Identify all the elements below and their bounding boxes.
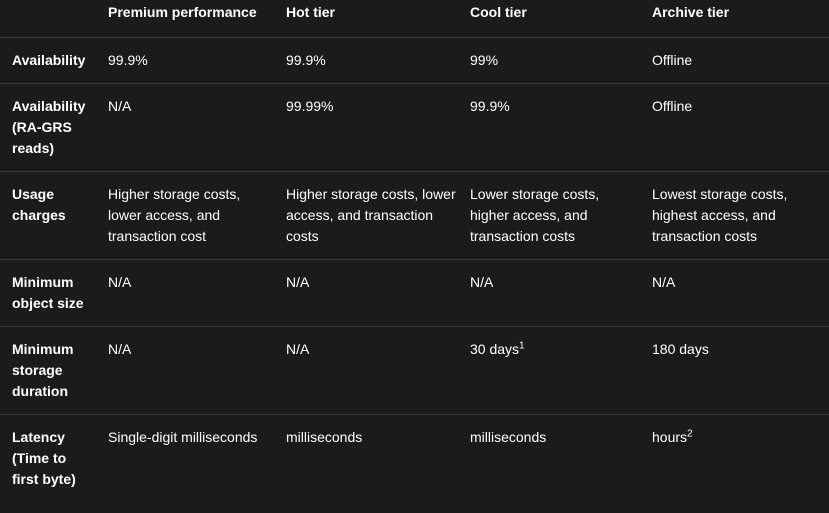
table-row: Minimum storage duration N/A N/A 30 days…	[0, 327, 829, 415]
table-header-row: Premium performance Hot tier Cool tier A…	[0, 0, 829, 38]
header-hot: Hot tier	[280, 0, 464, 38]
cell-mindur-premium: N/A	[102, 327, 280, 415]
table-row: Availability (RA-GRS reads) N/A 99.99% 9…	[0, 84, 829, 172]
cell-ragrs-cool: 99.9%	[464, 84, 646, 172]
cell-ragrs-premium: N/A	[102, 84, 280, 172]
row-label-latency: Latency (Time to first byte)	[0, 415, 102, 503]
cell-usage-cool: Lower storage costs, higher access, and …	[464, 172, 646, 260]
table-row: Minimum object size N/A N/A N/A N/A	[0, 260, 829, 327]
cell-availability-hot: 99.9%	[280, 38, 464, 84]
row-label-min-object: Minimum object size	[0, 260, 102, 327]
cell-minobj-premium: N/A	[102, 260, 280, 327]
table-row: Latency (Time to first byte) Single-digi…	[0, 415, 829, 503]
cell-ragrs-hot: 99.99%	[280, 84, 464, 172]
cell-usage-hot: Higher storage costs, lower access, and …	[280, 172, 464, 260]
table-row: Availability 99.9% 99.9% 99% Offline	[0, 38, 829, 84]
cell-minobj-cool: N/A	[464, 260, 646, 327]
cell-latency-hot: milliseconds	[280, 415, 464, 503]
cell-availability-archive: Offline	[646, 38, 829, 84]
cell-mindur-archive: 180 days	[646, 327, 829, 415]
row-label-min-duration: Minimum storage duration	[0, 327, 102, 415]
cell-ragrs-archive: Offline	[646, 84, 829, 172]
cell-mindur-cool-text: 30 days	[470, 341, 519, 357]
table-row: Usage charges Higher storage costs, lowe…	[0, 172, 829, 260]
row-label-availability: Availability	[0, 38, 102, 84]
cell-latency-premium: Single-digit milliseconds	[102, 415, 280, 503]
cell-mindur-cool: 30 days1	[464, 327, 646, 415]
footnote-1: 1	[519, 340, 525, 351]
header-cool: Cool tier	[464, 0, 646, 38]
row-label-availability-ragrs: Availability (RA-GRS reads)	[0, 84, 102, 172]
cell-usage-archive: Lowest storage costs, highest access, an…	[646, 172, 829, 260]
header-archive: Archive tier	[646, 0, 829, 38]
cell-mindur-hot: N/A	[280, 327, 464, 415]
cell-usage-premium: Higher storage costs, lower access, and …	[102, 172, 280, 260]
header-premium: Premium performance	[102, 0, 280, 38]
cell-minobj-hot: N/A	[280, 260, 464, 327]
cell-availability-cool: 99%	[464, 38, 646, 84]
cell-latency-archive-text: hours	[652, 429, 687, 445]
cell-latency-archive: hours2	[646, 415, 829, 503]
header-empty	[0, 0, 102, 38]
cell-latency-cool: milliseconds	[464, 415, 646, 503]
footnote-2: 2	[687, 428, 693, 439]
cell-availability-premium: 99.9%	[102, 38, 280, 84]
cell-minobj-archive: N/A	[646, 260, 829, 327]
storage-tier-comparison-table: Premium performance Hot tier Cool tier A…	[0, 0, 829, 502]
row-label-usage: Usage charges	[0, 172, 102, 260]
